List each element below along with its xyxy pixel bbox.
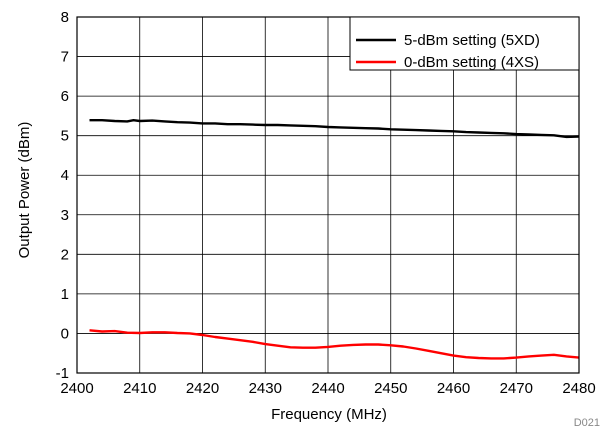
y-tick-label: 7 (61, 49, 69, 66)
y-tick-label: 6 (61, 88, 69, 105)
x-tick-label: 2430 (249, 380, 282, 397)
x-tick-label: 2470 (500, 380, 533, 397)
x-tick-label: 2420 (186, 380, 219, 397)
x-tick-label: 2440 (311, 380, 344, 397)
x-tick-label: 2450 (374, 380, 407, 397)
y-tick-label: 4 (61, 167, 69, 184)
x-tick-labels: 2400 2410 2420 2430 2440 2450 2460 2470 2480 (60, 380, 595, 397)
y-tick-label: 2 (61, 246, 69, 263)
legend-label-5dbm: 5-dBm setting (5XD) (404, 32, 540, 49)
x-axis-title: Frequency (MHz) (271, 406, 387, 423)
y-tick-label: 8 (61, 9, 69, 26)
y-tick-label: 1 (61, 286, 69, 303)
legend: 5-dBm setting (5XD) 0-dBm setting (4XS) (349, 16, 580, 71)
legend-label-0dbm: 0-dBm setting (4XS) (404, 54, 539, 71)
x-tick-label: 2410 (123, 380, 156, 397)
y-tick-label: 5 (61, 128, 69, 145)
series-line-0 (89, 118, 580, 139)
y-tick-label: -1 (56, 365, 69, 382)
plot-frame (76, 16, 580, 374)
y-tick-label: 0 (61, 325, 69, 342)
y-axis-title: Output Power (dBm) (16, 122, 33, 259)
y-tick-labels: -1 0 1 2 3 4 5 6 7 8 (56, 9, 69, 382)
x-tick-label: 2480 (562, 380, 595, 397)
x-tick-label: 2460 (437, 380, 470, 397)
x-tick-label: 2400 (60, 380, 93, 397)
y-tick-label: 3 (61, 207, 69, 224)
series-line-1 (89, 329, 580, 360)
figure-id: D021 (574, 417, 600, 429)
series-lines (89, 118, 580, 360)
